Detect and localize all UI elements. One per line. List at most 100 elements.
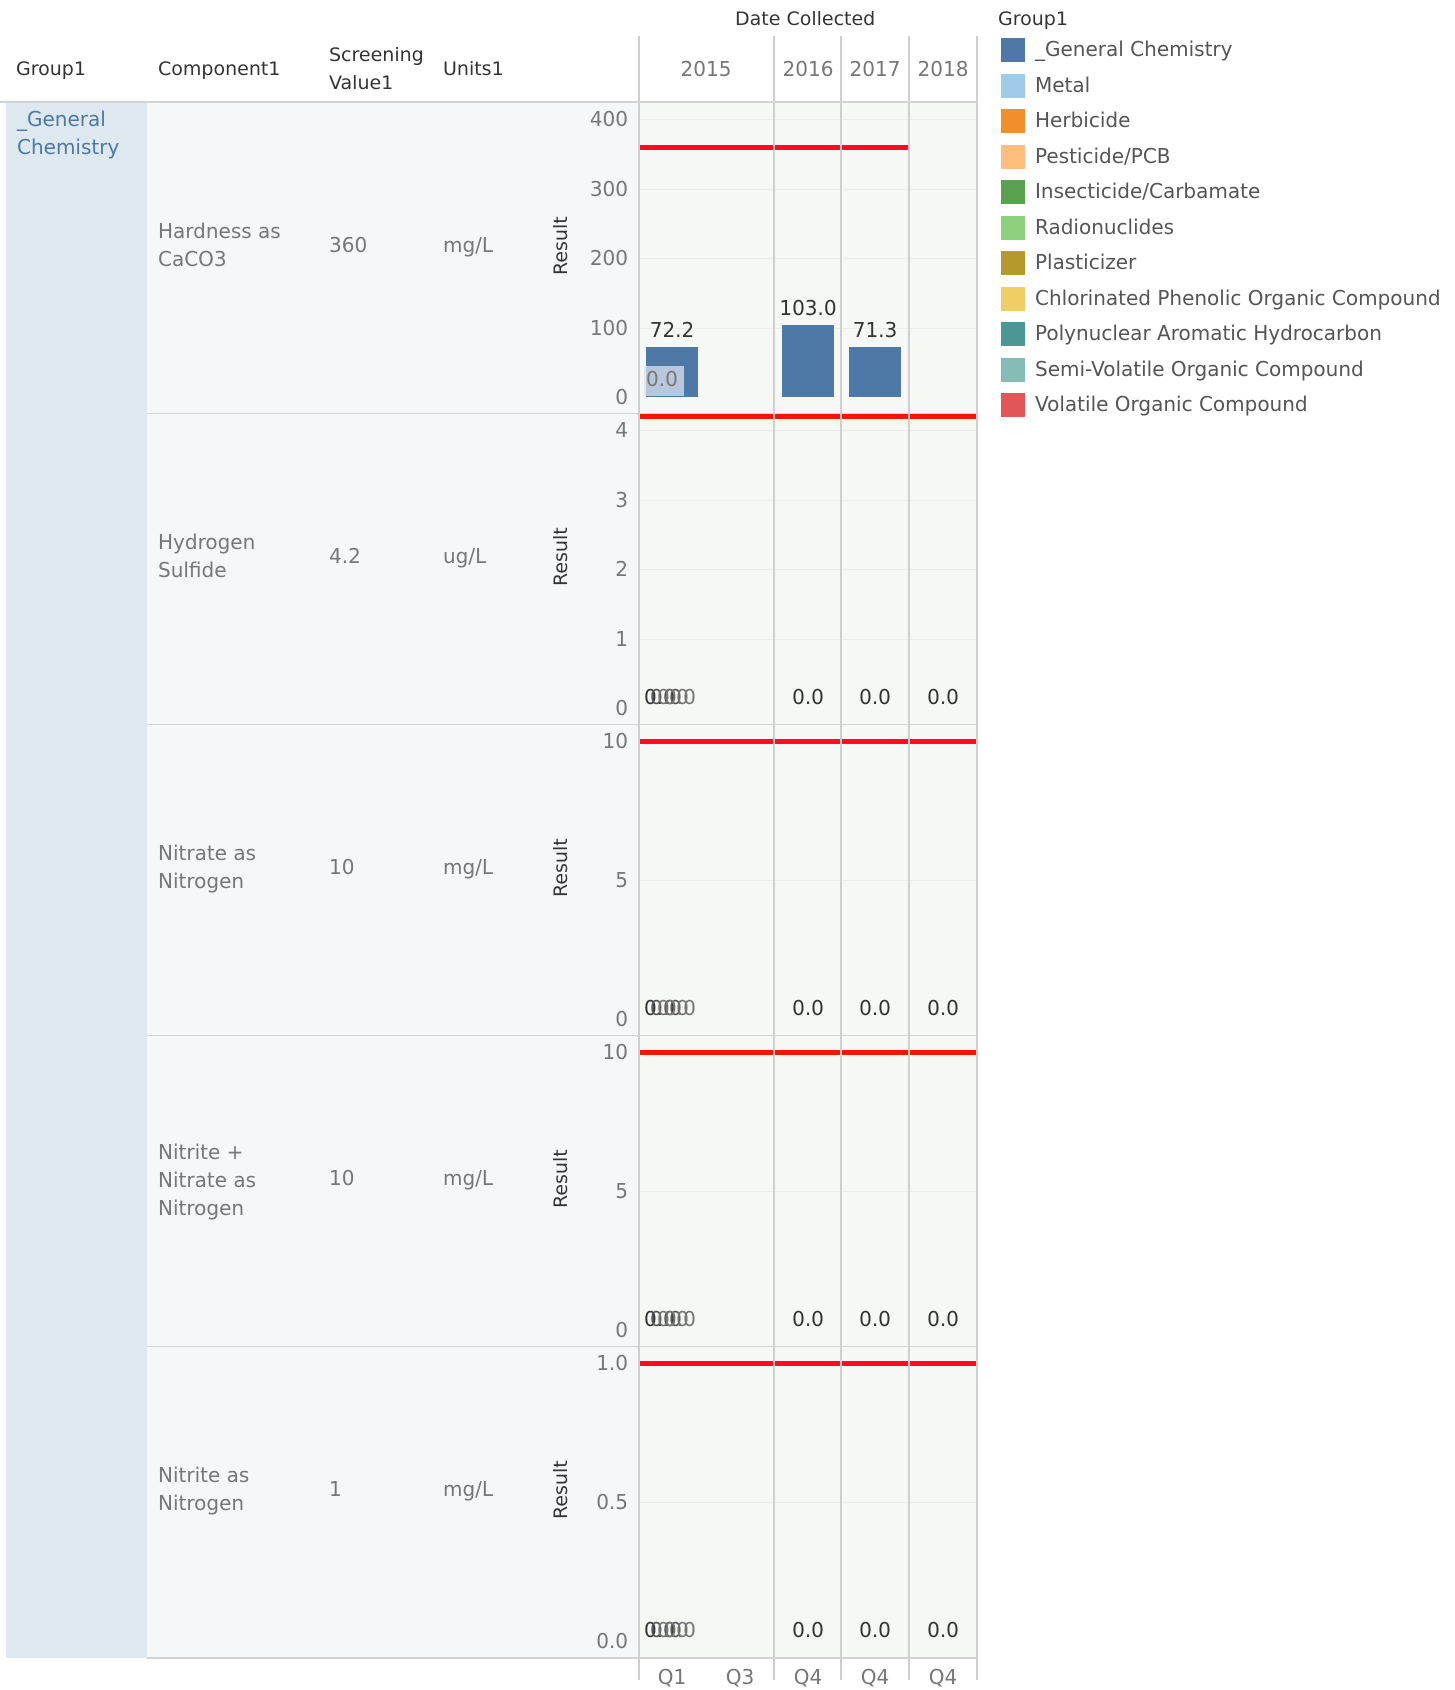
overlap-value-label: 0.0 <box>664 685 696 709</box>
gridline <box>638 1502 977 1503</box>
screening-value[interactable]: 10 <box>329 1165 355 1190</box>
component-name[interactable]: CaCO3 <box>158 246 227 271</box>
overlap-value-label: 0.0 <box>650 996 682 1020</box>
y-tick-label: 1.0 <box>596 1351 628 1375</box>
group-value[interactable]: _General Chemistry <box>17 107 120 159</box>
gridline <box>638 1191 977 1192</box>
units-value[interactable]: mg/L <box>443 1165 494 1190</box>
header-group[interactable]: Group1 <box>16 58 86 80</box>
component-name[interactable]: Nitrogen <box>158 1195 245 1220</box>
hover-value-overlay: 0.0 <box>644 366 684 396</box>
legend-swatch[interactable] <box>1001 251 1025 275</box>
bar-value-label: 0.0 <box>859 996 891 1020</box>
legend-swatch[interactable] <box>1001 215 1025 240</box>
y-axis-label: Result <box>550 1148 572 1208</box>
legend-item-label[interactable]: Polynuclear Aromatic Hydrocarbon <box>1035 321 1382 345</box>
legend-swatch[interactable] <box>1001 38 1025 62</box>
header-units[interactable]: Units1 <box>443 58 504 80</box>
component-name[interactable]: Hydrogen <box>158 529 256 554</box>
legend-item-label[interactable]: Chlorinated Phenolic Organic Compound <box>1035 285 1441 310</box>
bar-value-label: 0.0 <box>927 996 959 1020</box>
y-tick-label: 1 <box>615 626 628 651</box>
y-tick-label: 10 <box>602 1040 628 1064</box>
bar-value-label: 0.0 <box>927 685 959 709</box>
legend-swatch[interactable] <box>1001 109 1025 133</box>
legend-item-label[interactable]: Insecticide/Carbamate <box>1035 179 1261 203</box>
y-tick-label: 0.5 <box>596 1490 628 1514</box>
overlap-value-label: 0.0 <box>664 1307 696 1331</box>
quarter-header[interactable]: Q4 <box>928 1665 958 1689</box>
y-tick-label: 4 <box>615 418 628 442</box>
quarter-header[interactable]: Q3 <box>725 1665 755 1689</box>
bar-value-label: 103.0 <box>779 296 837 321</box>
legend-item-label[interactable]: Metal <box>1035 72 1091 97</box>
gridline <box>638 499 977 501</box>
year-header[interactable]: 2015 <box>680 57 732 81</box>
legend-item-label[interactable]: Herbicide <box>1035 108 1131 132</box>
y-tick-label: 100 <box>589 315 628 340</box>
component-name[interactable]: Sulfide <box>158 557 227 582</box>
units-value[interactable]: ug/L <box>443 543 487 568</box>
component-name[interactable]: Nitrate as <box>158 840 257 865</box>
y-tick-label: 2 <box>615 557 628 581</box>
legend-item-label[interactable]: Pesticide/PCB <box>1035 143 1171 168</box>
bar[interactable] <box>782 325 834 397</box>
y-tick-label: 400 <box>589 107 628 131</box>
column-divider <box>908 36 910 1680</box>
header-screening-line1[interactable]: Screening <box>329 44 424 66</box>
bar-value-label: 0.0 <box>859 1618 891 1642</box>
legend-swatch[interactable] <box>1001 144 1025 169</box>
header-component[interactable]: Component1 <box>158 58 281 80</box>
screening-value[interactable]: 4.2 <box>329 543 361 568</box>
year-header[interactable]: 2016 <box>782 57 834 81</box>
y-tick-label: 300 <box>589 176 628 201</box>
overlap-value-label: 0.0 <box>664 996 696 1020</box>
screening-value[interactable]: 1 <box>329 1476 342 1501</box>
legend-swatch[interactable] <box>1001 73 1025 98</box>
gridline <box>638 188 977 190</box>
screening-value[interactable]: 360 <box>329 232 368 257</box>
header-divider <box>0 101 977 103</box>
y-axis-label: Result <box>550 215 572 275</box>
legend-item-label[interactable]: _General Chemistry <box>1035 37 1233 61</box>
screening-value[interactable]: 10 <box>329 854 355 879</box>
component-name[interactable]: Nitrogen <box>158 868 245 893</box>
component-name[interactable]: Hardness as <box>158 218 281 243</box>
legend-swatch[interactable] <box>1001 357 1025 382</box>
y-tick-label: 0 <box>615 1318 628 1342</box>
quarter-header[interactable]: Q1 <box>657 1665 687 1689</box>
legend-item-label[interactable]: Radionuclides <box>1035 214 1175 239</box>
bar-value-label: 0.0 <box>859 685 891 709</box>
component-name[interactable]: Nitrite + <box>158 1139 244 1164</box>
units-value[interactable]: mg/L <box>443 232 494 257</box>
bar-value-label: 0.0 <box>792 1618 824 1642</box>
component-name[interactable]: Nitrate as <box>158 1167 257 1192</box>
year-header[interactable]: 2017 <box>849 57 901 81</box>
component-name[interactable]: Nitrogen <box>158 1490 245 1515</box>
legend-item-label[interactable]: Semi-Volatile Organic Compound <box>1035 356 1364 381</box>
header-date-collected[interactable]: Date Collected <box>735 8 876 30</box>
y-axis-label: Result <box>550 526 572 586</box>
bar-value-label: 0.0 <box>644 685 676 709</box>
units-value[interactable]: mg/L <box>443 854 494 879</box>
legend-swatch[interactable] <box>1001 393 1025 417</box>
bar[interactable] <box>849 347 901 397</box>
units-value[interactable]: mg/L <box>443 1476 494 1501</box>
bar-value-label: 0.0 <box>927 1307 959 1331</box>
legend-swatch[interactable] <box>1001 286 1025 311</box>
bar-value-label: 0.0 <box>792 685 824 709</box>
bar-value-label: 72.2 <box>649 317 695 342</box>
component-name[interactable]: Nitrite as <box>158 1462 250 1487</box>
y-axis-label: Result <box>550 837 572 897</box>
gridline <box>638 569 977 570</box>
column-divider <box>638 36 640 1680</box>
year-header[interactable]: 2018 <box>917 57 969 81</box>
bar-value-label: 0.0 <box>927 1618 959 1642</box>
quarter-header[interactable]: Q4 <box>860 1665 890 1689</box>
quarter-header[interactable]: Q4 <box>793 1665 823 1689</box>
column-divider <box>840 36 842 1680</box>
legend-item-label[interactable]: Plasticizer <box>1035 250 1137 274</box>
legend-swatch[interactable] <box>1001 322 1025 346</box>
legend-swatch[interactable] <box>1001 180 1025 204</box>
legend-item-label[interactable]: Volatile Organic Compound <box>1035 392 1308 416</box>
